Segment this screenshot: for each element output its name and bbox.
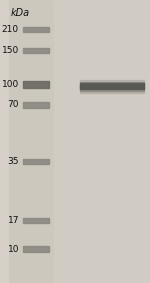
Text: 17: 17 xyxy=(8,216,19,225)
Bar xyxy=(23,48,49,53)
Bar xyxy=(23,159,49,164)
Text: kDa: kDa xyxy=(11,8,30,18)
Bar xyxy=(23,27,49,32)
Bar xyxy=(80,90,144,93)
Bar xyxy=(23,102,49,108)
Bar xyxy=(80,85,144,88)
Bar xyxy=(80,87,144,91)
Text: 35: 35 xyxy=(8,157,19,166)
Text: 70: 70 xyxy=(8,100,19,109)
Text: 100: 100 xyxy=(2,80,19,89)
Text: 150: 150 xyxy=(2,46,19,55)
Bar xyxy=(80,80,144,83)
Bar xyxy=(80,82,144,85)
Bar xyxy=(23,82,49,88)
Bar xyxy=(54,0,150,283)
Bar xyxy=(80,83,144,89)
Bar xyxy=(23,246,49,252)
Bar xyxy=(23,218,49,223)
Text: 10: 10 xyxy=(8,245,19,254)
Text: 210: 210 xyxy=(2,25,19,34)
